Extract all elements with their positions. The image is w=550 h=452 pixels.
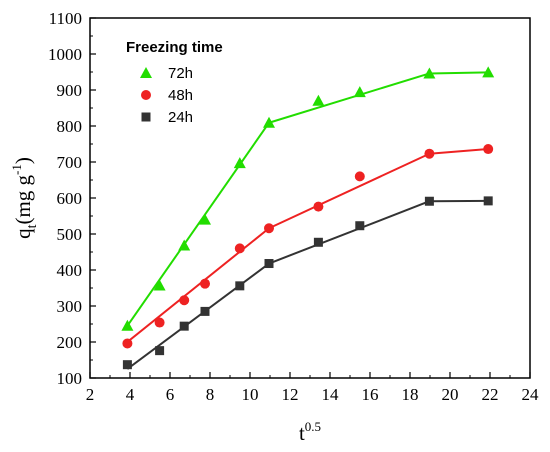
data-point-72h: [482, 66, 495, 78]
legend-label-72h: 72h: [168, 65, 193, 82]
legend-label-24h: 24h: [168, 109, 193, 126]
legend-items: 72h 48h 24h: [140, 65, 193, 126]
y-tick-label: 200: [57, 333, 83, 352]
data-point-24h: [264, 259, 274, 269]
x-axis-title-sup: 0.5: [305, 419, 321, 434]
x-tick-label: 12: [282, 385, 299, 404]
data-point-24h: [483, 196, 493, 206]
fit-line-72h: [429, 71, 489, 75]
x-tick-label: 14: [322, 385, 340, 404]
x-tick-label: 8: [206, 385, 215, 404]
y-tick-label: 500: [57, 225, 83, 244]
data-point-72h: [353, 86, 366, 98]
data-point-72h: [312, 94, 325, 106]
data-point-24h: [179, 321, 189, 331]
x-tick-label: 2: [86, 385, 95, 404]
x-tick-label: 22: [482, 385, 499, 404]
data-point-48h: [154, 317, 165, 328]
y-tick-label: 900: [57, 81, 83, 100]
fit-line-24h: [126, 262, 270, 370]
data-point-48h: [179, 295, 190, 306]
data-point-48h: [424, 148, 435, 159]
x-axis-title: t0.5: [299, 419, 321, 445]
data-point-48h: [200, 278, 210, 289]
fit-lines: [126, 71, 489, 370]
data-point-72h: [178, 239, 191, 251]
data-point-72h: [153, 279, 166, 291]
axis-ticks: [89, 17, 531, 379]
fit-line-72h: [268, 72, 430, 124]
x-tick-label: 18: [402, 385, 419, 404]
y-axis-title: qt(mg g-1): [9, 157, 40, 239]
data-point-72h: [263, 116, 275, 128]
data-point-72h: [199, 213, 211, 225]
legend: Freezing time 72h 48h 24h: [126, 39, 223, 126]
data-point-24h: [355, 221, 365, 231]
data-point-24h: [313, 237, 323, 247]
fit-line-48h: [268, 152, 430, 230]
data-point-24h: [235, 281, 245, 291]
legend-marker-72h: [140, 67, 152, 78]
y-axis-title-unit: (mg g: [11, 174, 35, 224]
fit-line-48h: [429, 148, 489, 155]
legend-label-48h: 48h: [168, 87, 193, 104]
fit-line-24h: [268, 200, 430, 265]
x-tick-label: 24: [522, 385, 540, 404]
y-tick-label: 400: [57, 261, 83, 280]
y-axis-title-sub: t: [25, 224, 40, 228]
data-point-48h: [122, 338, 133, 349]
y-tick-label: 700: [57, 153, 83, 172]
y-tick-label: 1000: [48, 45, 82, 64]
legend-title: Freezing time: [126, 39, 223, 56]
data-point-72h: [121, 319, 134, 331]
data-point-24h: [155, 346, 165, 356]
data-point-72h: [423, 67, 436, 79]
data-point-48h: [313, 201, 324, 212]
data-points: [121, 66, 495, 370]
data-point-24h: [424, 196, 434, 206]
y-tick-label: 100: [57, 369, 83, 388]
tick-labels: 2 4 6 8 10 12 14 16 18 20 22 2410020030040050060070…: [48, 9, 539, 404]
fit-line-72h: [126, 122, 270, 327]
data-point-48h: [483, 144, 494, 155]
y-axis-title-sup: -1: [9, 164, 24, 175]
x-tick-label: 16: [362, 385, 379, 404]
y-tick-label: 800: [57, 117, 83, 136]
y-axis-title-close: ): [11, 157, 35, 164]
data-point-48h: [354, 171, 365, 182]
x-tick-label: 6: [166, 385, 175, 404]
y-axis-title-q: q: [11, 228, 35, 239]
y-tick-label: 1100: [49, 9, 82, 28]
data-point-48h: [234, 243, 245, 254]
x-tick-label: 10: [242, 385, 259, 404]
x-tick-label: 4: [126, 385, 135, 404]
data-point-72h: [233, 157, 246, 169]
x-tick-label: 20: [442, 385, 459, 404]
fit-line-48h: [126, 227, 270, 343]
legend-marker-24h: [141, 112, 151, 122]
legend-marker-48h: [141, 90, 151, 100]
data-point-24h: [200, 306, 210, 316]
y-tick-label: 600: [57, 189, 83, 208]
data-point-24h: [122, 360, 132, 370]
x-axis-title-base: t: [299, 421, 305, 445]
y-tick-label: 300: [57, 297, 83, 316]
data-point-48h: [264, 223, 274, 234]
